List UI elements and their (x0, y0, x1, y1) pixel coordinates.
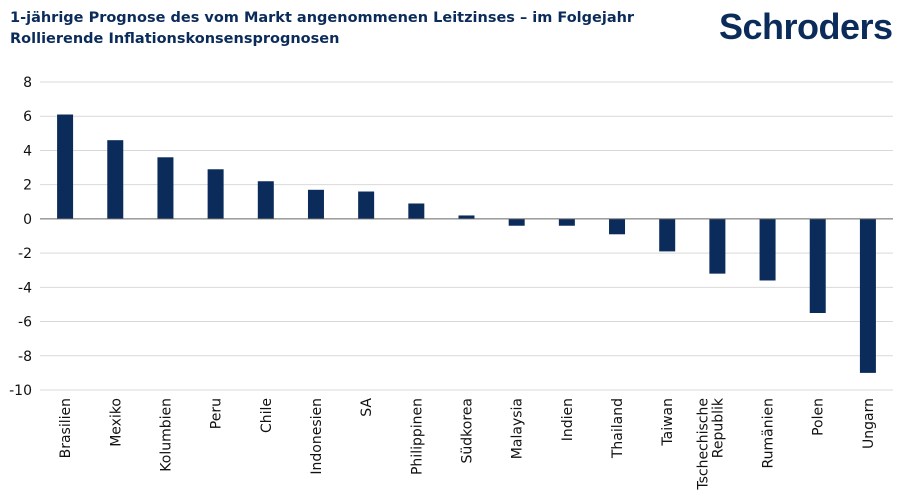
x-tick-label: Südkorea (460, 398, 476, 463)
chart-title: 1-jährige Prognose des vom Markt angenom… (10, 10, 635, 26)
bar-indien (558, 218, 575, 226)
y-tick-label: 6 (23, 109, 32, 125)
x-tick-label: Indonesien (309, 398, 325, 475)
y-tick-label: 2 (23, 178, 32, 194)
bar-tschechische-republik (709, 218, 726, 274)
bar-malaysia (508, 218, 525, 226)
bar-ungarn (859, 218, 876, 373)
bar-mexiko (107, 140, 124, 219)
x-tick-label-line: Republik (710, 397, 726, 458)
x-tick-label: Mexiko (108, 398, 124, 447)
bar-brasilien (57, 114, 74, 219)
x-tick-label: Thailand (610, 398, 626, 459)
bar-peru (207, 169, 224, 219)
x-tick-label: Malaysia (510, 398, 526, 459)
y-tick-label: -4 (18, 280, 32, 296)
x-tick-label: Ungarn (861, 398, 877, 449)
x-tick-label-line: Tschechische (695, 398, 711, 491)
y-tick-label: 8 (23, 75, 32, 91)
bar-rumänien (759, 218, 776, 281)
bar-kolumbien (157, 157, 174, 219)
chart-subtitle: Rollierende Inflationskonsensprognosen (10, 31, 340, 47)
y-tick-label: 4 (23, 143, 32, 159)
x-tick-label: Chile (259, 398, 275, 433)
x-tick-label: Rumänien (761, 398, 777, 468)
bar-taiwan (659, 218, 676, 252)
x-tick-label: Polen (811, 398, 827, 436)
x-tick-label: Taiwan (660, 398, 676, 447)
x-tick-label: SA (359, 398, 375, 417)
x-tick-label: Philippinen (409, 398, 425, 475)
bar-indonesien (307, 189, 324, 219)
y-tick-label: -2 (18, 246, 32, 262)
y-tick-label: -10 (9, 383, 32, 399)
y-tick-label: -6 (18, 315, 32, 331)
bar-thailand (609, 218, 626, 235)
y-tick-label: -8 (18, 349, 32, 365)
bar-philippinen (408, 203, 425, 219)
x-tick-label: Kolumbien (158, 398, 174, 472)
x-tick-label: TschechischeRepublik (695, 397, 726, 491)
bar-polen (809, 218, 826, 313)
bar-chile (257, 181, 274, 219)
bar-sa (358, 191, 375, 219)
x-tick-label: Indien (560, 398, 576, 441)
x-tick-label: Brasilien (58, 398, 74, 458)
y-tick-label: 0 (23, 212, 32, 228)
x-tick-label: Peru (209, 398, 225, 429)
schroders-logo: Schroders (719, 6, 893, 47)
bar-südkorea (458, 215, 475, 219)
chart-title-block: 1-jährige Prognose des vom Markt angenom… (10, 8, 700, 50)
